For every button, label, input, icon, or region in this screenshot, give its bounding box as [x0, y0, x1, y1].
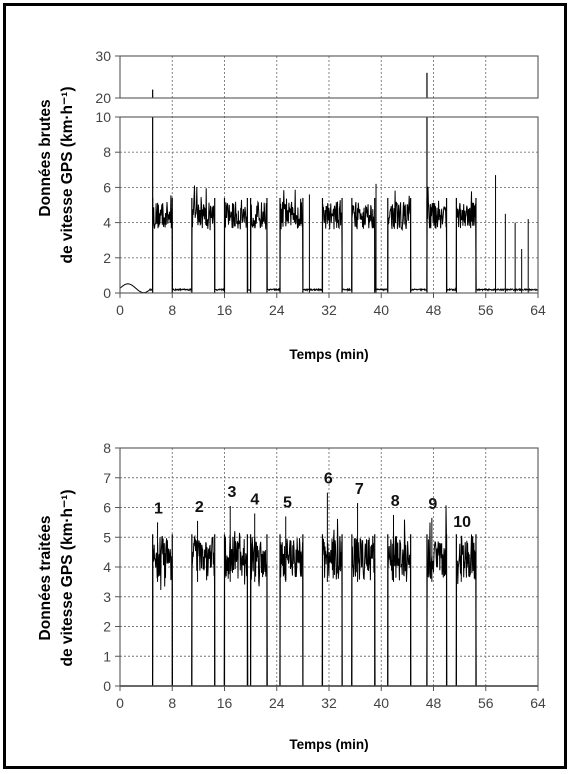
raw-ylabel-line1: Données brutes — [37, 99, 54, 216]
raw-speed-series — [119, 185, 538, 294]
x-tick-label: 16 — [217, 302, 233, 318]
x-tick-label: 48 — [426, 695, 442, 711]
processed-ylabel-line2: de vitesse GPS (km·h⁻¹) — [59, 489, 76, 666]
y-tick-label: 8 — [103, 440, 111, 456]
bout-label: 3 — [227, 484, 236, 501]
y-tick-label: 0 — [103, 678, 111, 694]
x-tick-label: 64 — [530, 302, 546, 318]
bout-label: 10 — [453, 514, 471, 531]
x-tick-label: 32 — [321, 695, 337, 711]
y-tick-label: 8 — [103, 144, 111, 160]
y-tick-label: 0 — [103, 285, 111, 301]
x-tick-label: 56 — [478, 302, 494, 318]
y-tick-label: 30 — [95, 48, 111, 64]
x-tick-label: 8 — [168, 695, 176, 711]
y-tick-label: 4 — [103, 559, 111, 575]
bout-label: 6 — [324, 471, 333, 488]
y-tick-label: 1 — [103, 648, 111, 664]
x-tick-label: 48 — [426, 302, 442, 318]
bout-label: 5 — [283, 495, 292, 512]
y-tick-label: 20 — [95, 90, 111, 106]
y-tick-label: 5 — [103, 529, 111, 545]
raw-upper-axes — [119, 55, 539, 99]
raw-xlabel: Temps (min) — [289, 347, 368, 362]
processed-ylabel-line1: Données traitées — [37, 516, 54, 641]
x-tick-label: 32 — [321, 302, 337, 318]
x-tick-label: 24 — [269, 302, 285, 318]
x-tick-label: 40 — [373, 695, 389, 711]
y-tick-label: 4 — [103, 215, 111, 231]
x-tick-label: 0 — [116, 302, 124, 318]
x-tick-label: 40 — [373, 302, 389, 318]
processed-xlabel: Temps (min) — [289, 737, 368, 752]
bout-label: 8 — [391, 493, 400, 510]
y-tick-label: 6 — [103, 500, 111, 516]
bout-label: 2 — [195, 499, 204, 516]
raw-ylabel-line2: de vitesse GPS (km·h⁻¹) — [59, 86, 76, 263]
figure-frame — [3, 3, 567, 769]
x-tick-label: 8 — [168, 302, 176, 318]
y-tick-label: 6 — [103, 179, 111, 195]
x-tick-label: 16 — [217, 695, 233, 711]
bout-label: 1 — [154, 500, 163, 517]
x-tick-label: 64 — [530, 695, 546, 711]
y-tick-label: 7 — [103, 470, 111, 486]
x-tick-label: 56 — [478, 695, 494, 711]
y-tick-label: 2 — [103, 619, 111, 635]
y-tick-label: 3 — [103, 589, 111, 605]
x-tick-label: 0 — [116, 695, 124, 711]
y-tick-label: 10 — [95, 109, 111, 125]
y-tick-label: 2 — [103, 250, 111, 266]
x-tick-label: 24 — [269, 695, 285, 711]
bout-label: 7 — [355, 481, 364, 498]
bout-label: 9 — [428, 496, 437, 513]
bout-label: 4 — [250, 492, 259, 509]
